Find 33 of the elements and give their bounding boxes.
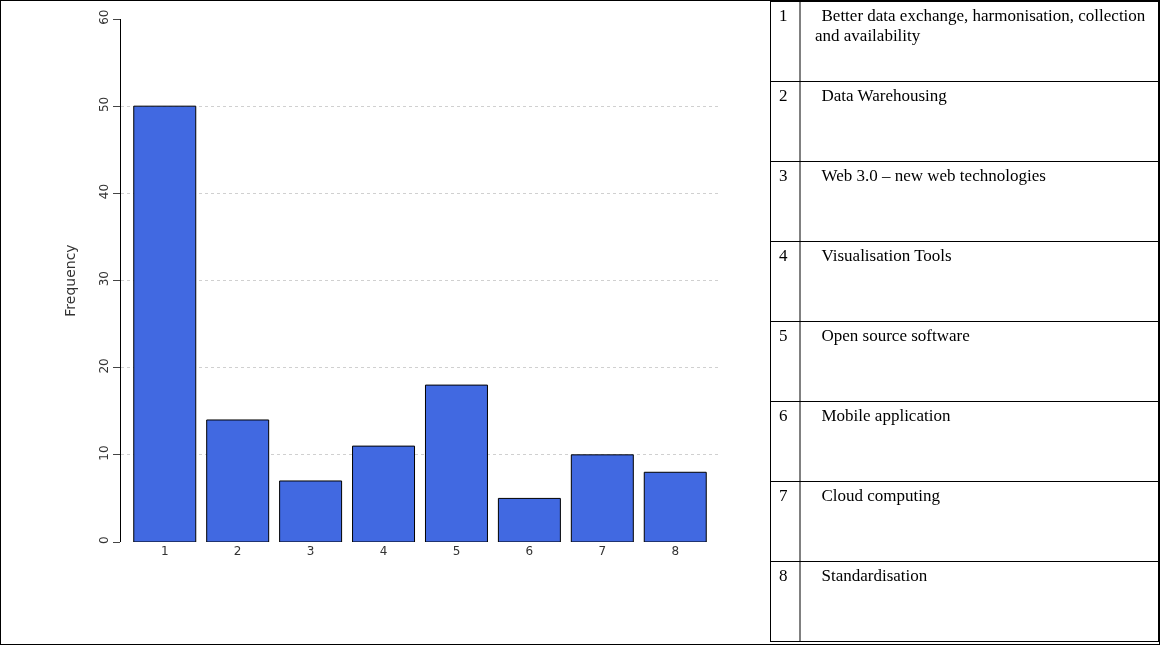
y-tick-label: 0 xyxy=(97,536,112,545)
text: 5 Open source software xyxy=(779,326,970,345)
bar xyxy=(424,384,488,542)
y-axis-title: Frequency xyxy=(61,244,78,317)
x-tick-label: 1 xyxy=(160,544,169,558)
text: 7 Cloud computing xyxy=(779,486,941,505)
y-tick-label: 50 xyxy=(97,96,112,113)
y-tick-label: 30 xyxy=(97,271,112,287)
bar xyxy=(133,105,197,542)
x-tick-label: 6 xyxy=(525,544,534,558)
x-tick-label: 2 xyxy=(233,544,242,558)
text: 3 Web 3.0 – new web technologies xyxy=(779,166,1046,185)
text: 8 Standardisation xyxy=(779,566,928,585)
bar xyxy=(643,471,707,542)
x-tick-label: 8 xyxy=(671,544,680,558)
text: 4 Visualisation Tools xyxy=(779,246,952,265)
x-tick-label: 5 xyxy=(452,544,461,558)
bar xyxy=(570,454,634,542)
bar xyxy=(206,419,270,542)
x-tick-label: 4 xyxy=(379,544,388,558)
text: and availability xyxy=(815,26,921,45)
y-tick-label: 60 xyxy=(97,9,112,25)
bar xyxy=(497,497,561,542)
text: 1 Better data exchange, harmonisation, collection xyxy=(779,6,1146,25)
x-tick-label: 3 xyxy=(306,544,315,558)
y-tick-label: 20 xyxy=(97,358,112,374)
bar xyxy=(279,480,343,542)
x-tick-label: 7 xyxy=(598,544,607,558)
text: 2 Data Warehousing xyxy=(779,86,947,105)
bar xyxy=(352,445,416,542)
text: 6 Mobile application xyxy=(779,406,951,425)
y-tick-label: 40 xyxy=(97,183,112,200)
y-tick-label: 10 xyxy=(97,445,112,461)
